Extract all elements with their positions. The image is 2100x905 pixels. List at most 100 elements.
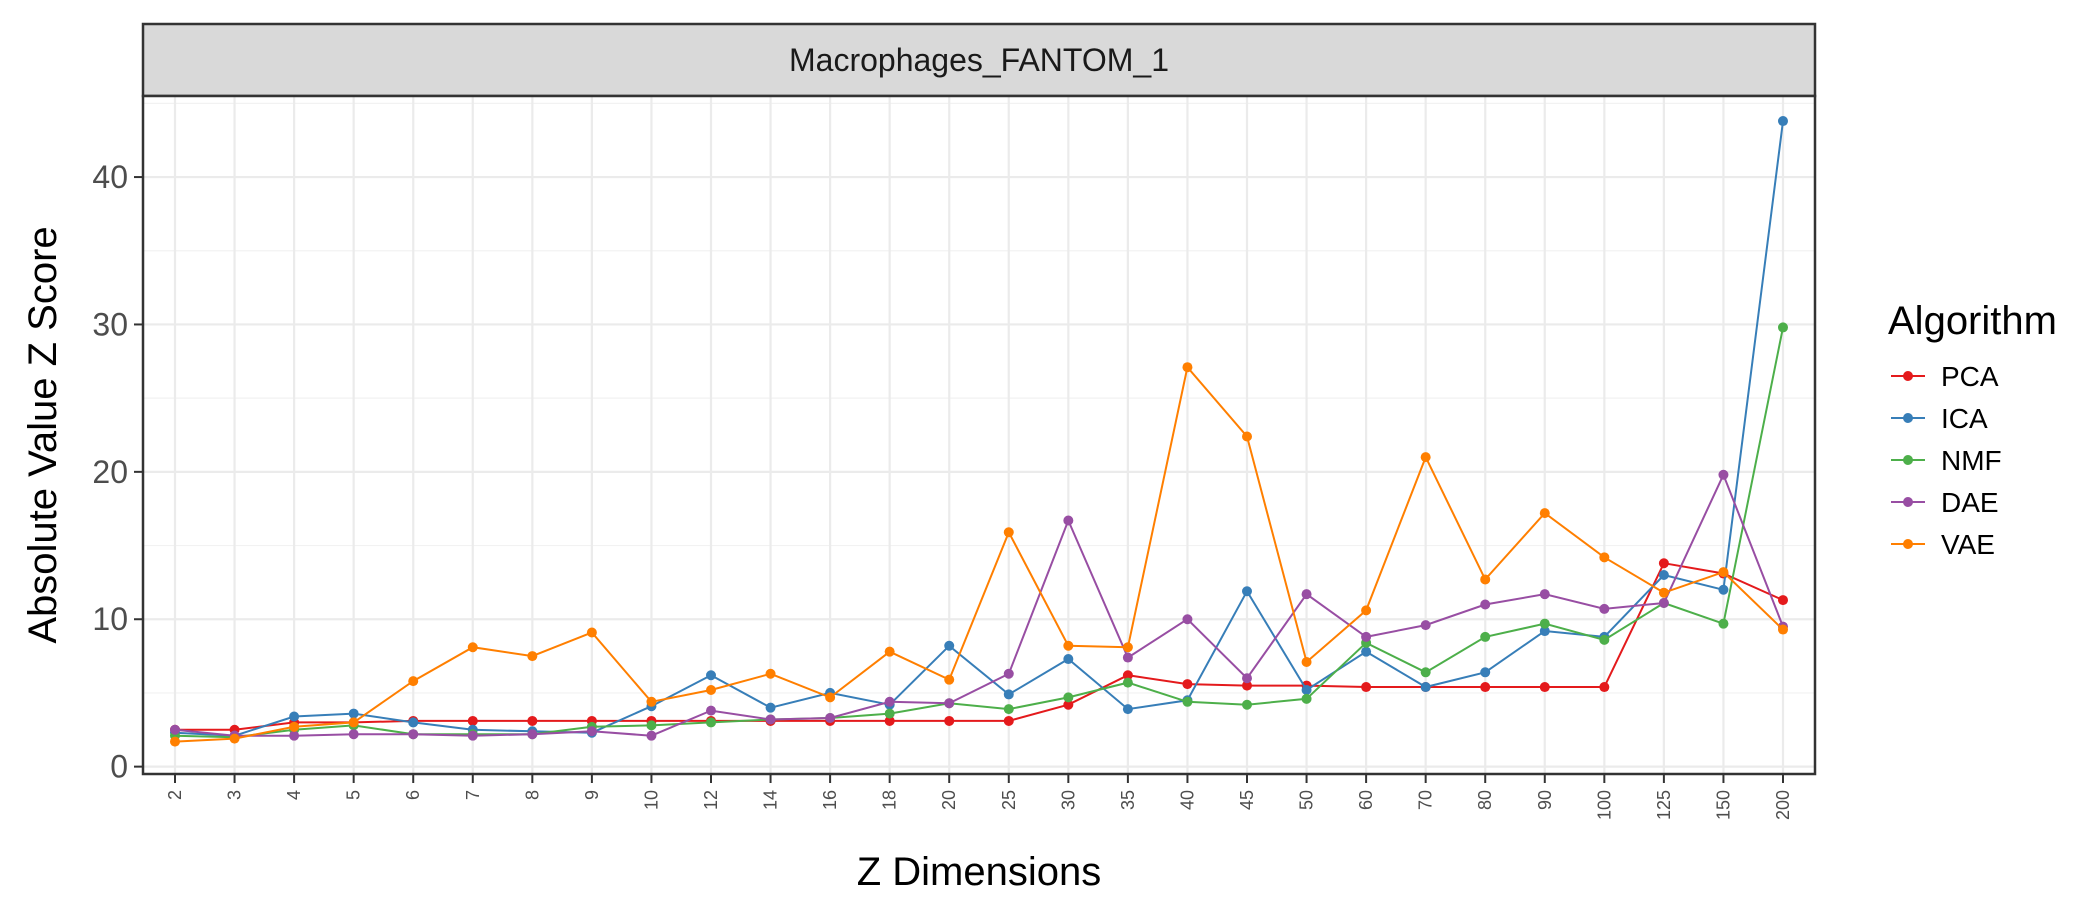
data-point-vae xyxy=(706,684,716,695)
data-point-ica xyxy=(1242,586,1252,597)
data-point-ica xyxy=(1658,570,1669,581)
x-tick-label: 45 xyxy=(1237,790,1257,810)
data-point-vae xyxy=(1539,508,1550,519)
legend-label-vae: VAE xyxy=(1941,529,1995,560)
data-point-dae xyxy=(1301,589,1312,600)
legend-swatch-point-dae xyxy=(1903,497,1913,507)
data-point-nmf xyxy=(1242,699,1252,710)
data-point-dae xyxy=(1063,515,1074,526)
data-point-ica xyxy=(348,708,359,719)
data-point-pca xyxy=(1182,679,1193,690)
data-point-ica xyxy=(289,711,300,722)
x-tick-label: 30 xyxy=(1058,790,1078,810)
data-point-vae xyxy=(1003,527,1014,538)
legend-title: Algorithm xyxy=(1888,299,2057,343)
data-point-vae xyxy=(1718,567,1729,578)
data-point-dae xyxy=(1718,469,1729,480)
data-point-vae xyxy=(1301,656,1312,667)
data-point-ica xyxy=(944,640,955,651)
legend-swatch-point-ica xyxy=(1903,413,1913,423)
data-point-vae xyxy=(408,676,419,687)
data-point-vae xyxy=(825,692,836,703)
data-point-nmf xyxy=(1480,631,1491,642)
x-tick-label: 150 xyxy=(1713,790,1733,820)
data-point-dae xyxy=(408,729,419,740)
data-point-ica xyxy=(1063,654,1074,665)
data-point-pca xyxy=(1003,715,1014,726)
data-point-ica xyxy=(1539,626,1550,637)
data-point-ica xyxy=(1778,116,1788,127)
data-point-nmf xyxy=(1718,618,1729,629)
data-point-dae xyxy=(1242,673,1252,684)
data-point-vae xyxy=(1182,362,1193,373)
data-point-dae xyxy=(348,729,359,740)
data-point-vae xyxy=(229,733,240,744)
data-point-nmf xyxy=(1420,667,1431,678)
data-point-pca xyxy=(1658,558,1669,569)
data-point-pca xyxy=(1539,682,1550,693)
series-line-dae xyxy=(174,472,1784,737)
legend: Algorithm PCA ICA NMF DAE VAE xyxy=(1888,299,2057,560)
x-tick-label: 2 xyxy=(165,790,185,800)
x-tick-label: 12 xyxy=(701,790,721,810)
data-point-pca xyxy=(1599,682,1610,693)
data-point-vae xyxy=(1122,642,1133,653)
data-point-dae xyxy=(1003,668,1014,679)
facet-strip xyxy=(141,22,1817,98)
legend-label-dae: DAE xyxy=(1941,487,1999,518)
legend-swatch-point-vae xyxy=(1903,539,1913,549)
data-point-vae xyxy=(944,674,955,685)
data-point-dae xyxy=(1599,603,1610,614)
data-point-dae xyxy=(1182,614,1193,625)
x-tick-label: 50 xyxy=(1297,790,1317,810)
data-point-dae xyxy=(1539,589,1550,600)
data-point-dae xyxy=(1122,652,1133,663)
data-point-vae xyxy=(527,651,538,662)
data-point-vae xyxy=(1420,452,1431,463)
data-point-pca xyxy=(944,715,955,726)
data-point-dae xyxy=(1361,631,1372,642)
x-tick-label: 20 xyxy=(939,790,959,810)
facet-strip-label: Macrophages_FANTOM_1 xyxy=(789,42,1169,78)
data-point-ica xyxy=(408,717,419,728)
data-point-dae xyxy=(170,724,180,735)
x-tick-label: 14 xyxy=(761,790,781,810)
legend-label-nmf: NMF xyxy=(1941,445,2002,476)
x-tick-label: 9 xyxy=(582,790,602,800)
data-point-vae xyxy=(289,721,300,732)
data-point-vae xyxy=(884,646,895,657)
y-tick-label: 0 xyxy=(110,749,128,785)
data-point-nmf xyxy=(1122,677,1133,688)
plot-panel xyxy=(143,96,1815,774)
series-layer xyxy=(170,116,1788,747)
data-point-vae xyxy=(1063,640,1074,651)
data-point-nmf xyxy=(1063,692,1074,703)
y-tick-label: 30 xyxy=(92,306,128,342)
data-point-vae xyxy=(1361,605,1372,616)
data-point-vae xyxy=(348,717,359,728)
x-tick-label: 4 xyxy=(284,790,304,800)
series-line-pca xyxy=(175,562,1784,731)
data-point-ica xyxy=(706,670,716,681)
x-tick-label: 60 xyxy=(1356,790,1376,810)
x-tick-label: 16 xyxy=(820,790,840,810)
data-point-vae xyxy=(1480,574,1491,585)
data-point-dae xyxy=(1658,598,1669,609)
x-tick-label: 6 xyxy=(403,790,423,800)
data-point-vae xyxy=(1778,624,1788,635)
x-axis-title: Z Dimensions xyxy=(857,850,1102,894)
x-tick-label: 90 xyxy=(1535,790,1555,810)
x-tick-label: 8 xyxy=(522,790,542,800)
x-tick-label: 25 xyxy=(999,790,1019,810)
gridlines xyxy=(143,96,1815,774)
data-point-nmf xyxy=(646,720,657,731)
y-tick-label: 10 xyxy=(92,601,128,637)
data-point-vae xyxy=(467,642,478,653)
data-point-vae xyxy=(1658,587,1669,598)
data-point-ica xyxy=(1480,667,1491,678)
x-tick-label: 200 xyxy=(1773,790,1793,820)
data-point-vae xyxy=(1599,552,1610,563)
y-tick-label: 40 xyxy=(92,159,128,195)
